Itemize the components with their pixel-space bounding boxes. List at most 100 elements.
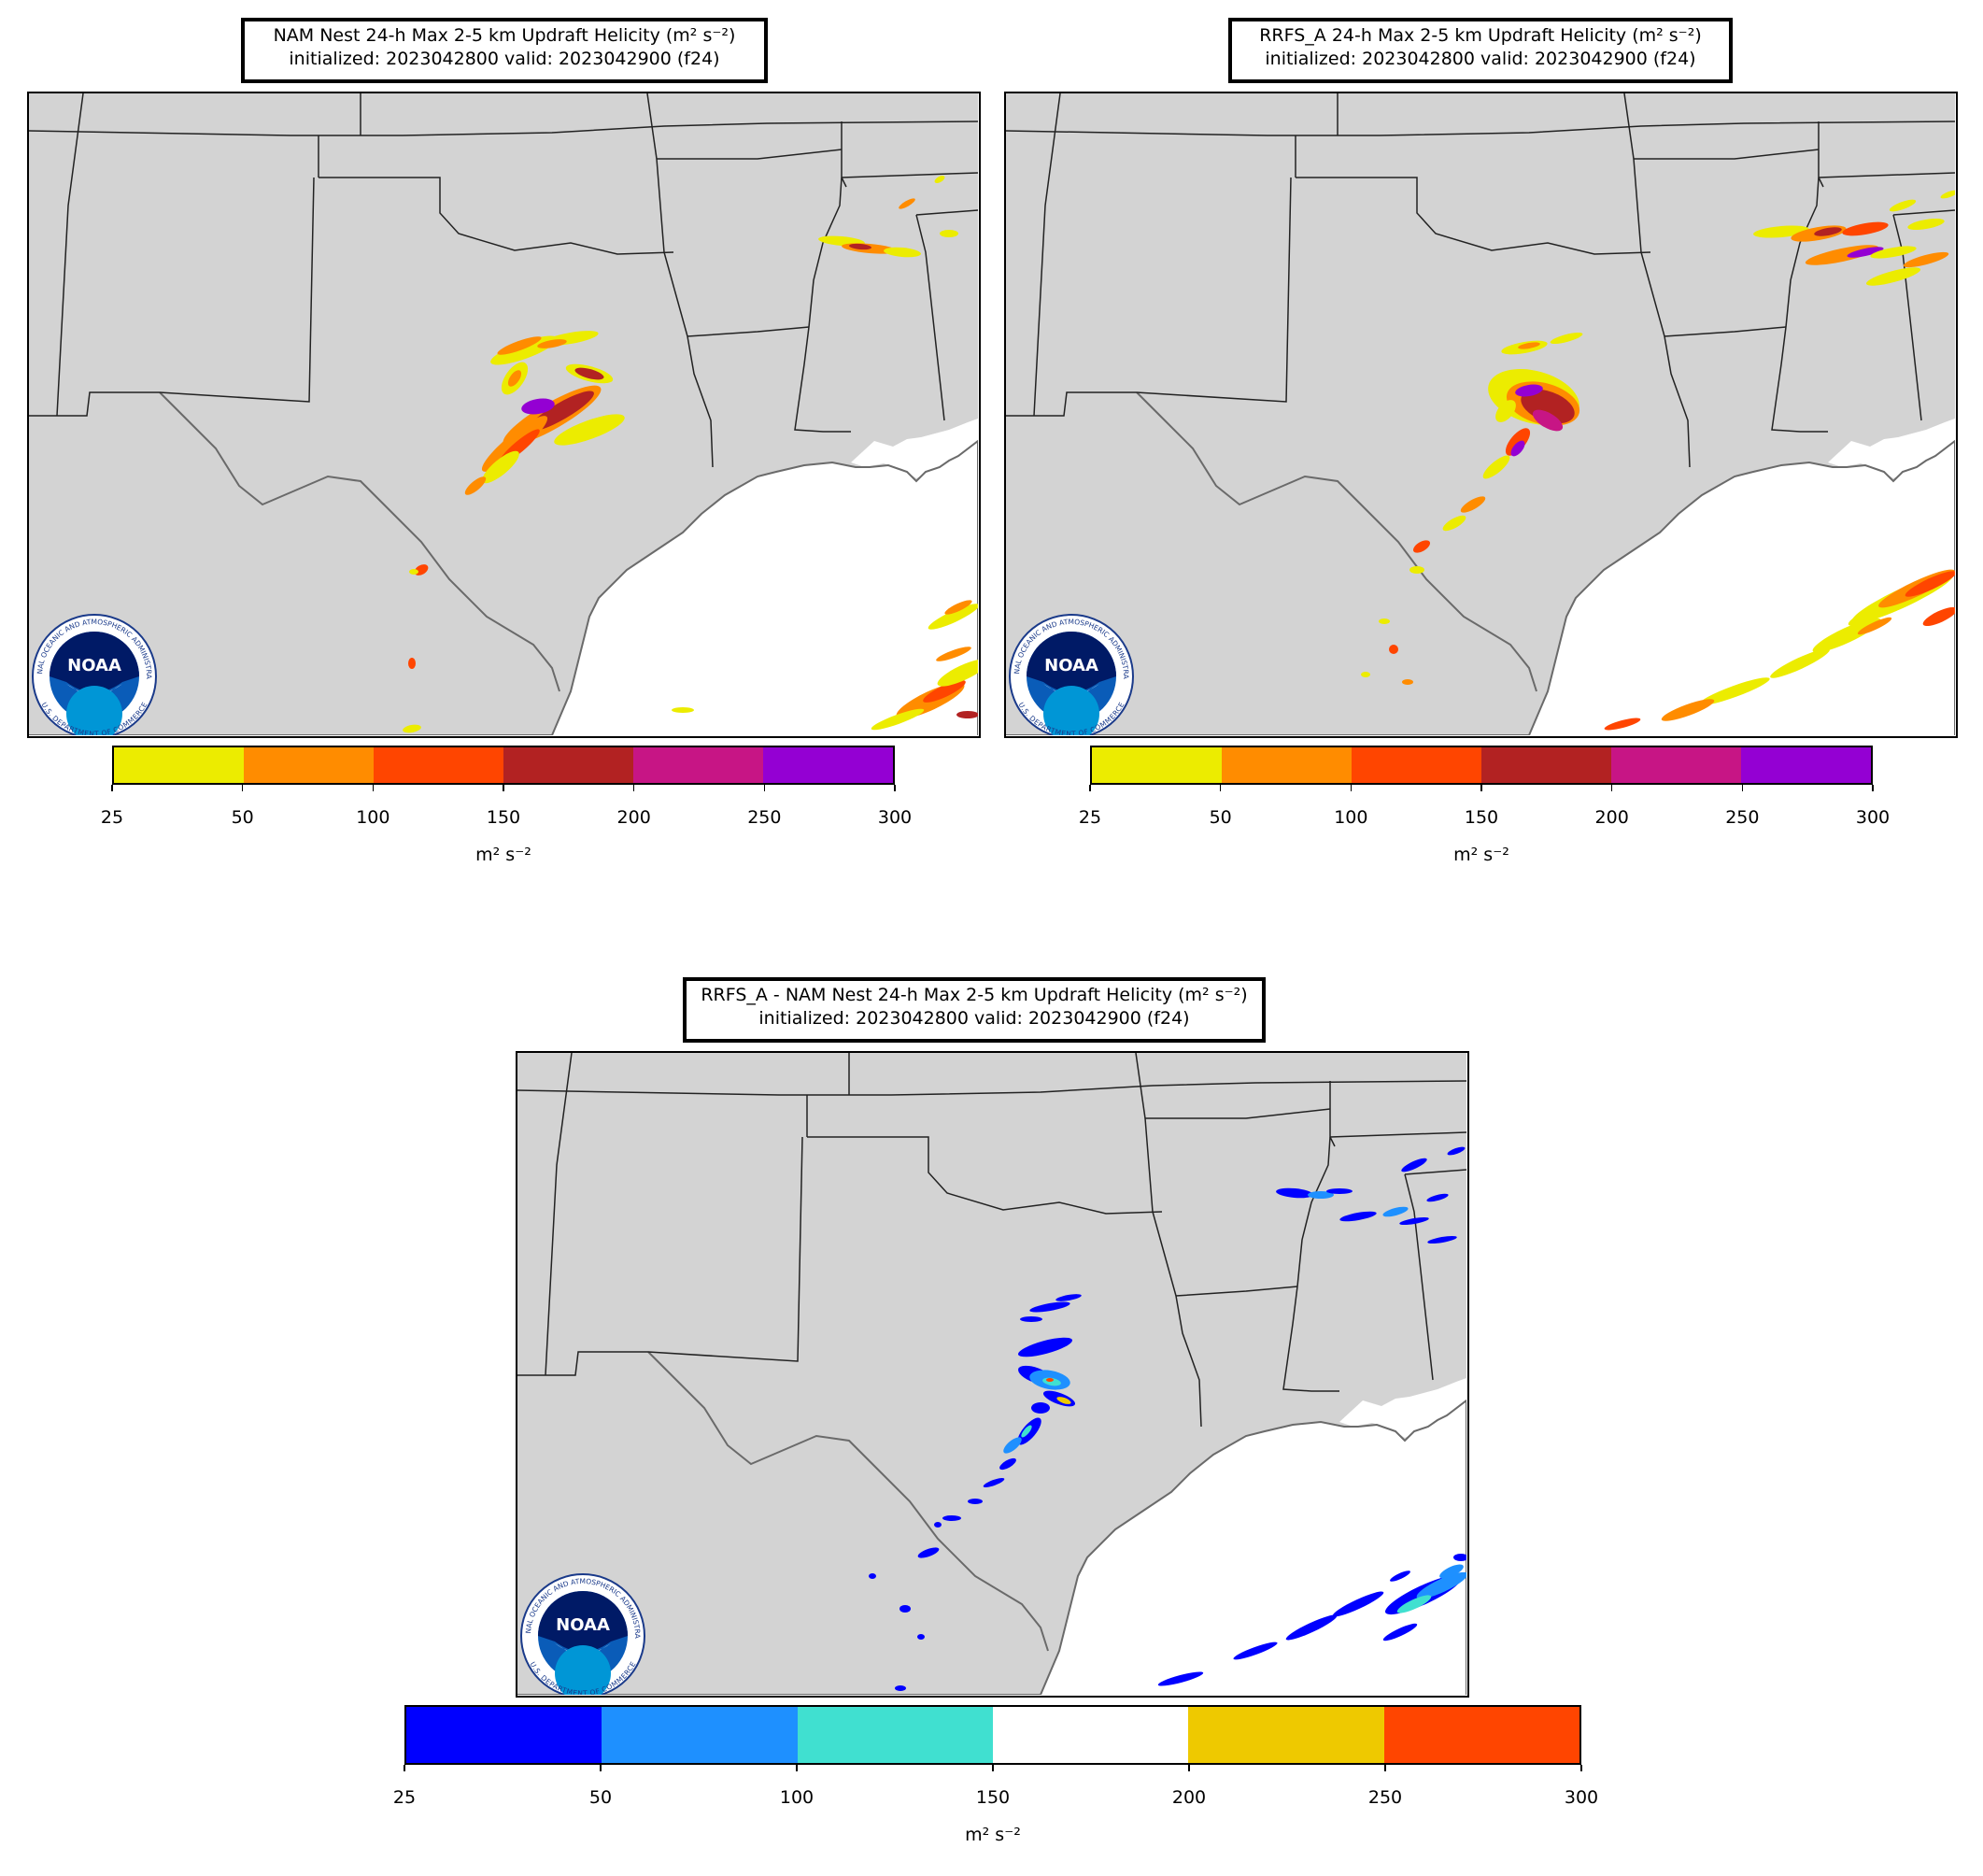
uh-swath xyxy=(1847,247,1884,258)
mexico-border xyxy=(1136,391,1537,692)
uh-swath xyxy=(928,604,978,630)
uh-difference-swath xyxy=(934,1522,942,1528)
panel-diff-colorbar xyxy=(404,1705,1581,1765)
uh-difference-swath xyxy=(1020,1316,1042,1322)
coastline xyxy=(517,1399,1466,1695)
uh-swath xyxy=(1699,677,1770,705)
uh-difference-swath xyxy=(983,1478,1005,1487)
panel-rrfs-title-line1: RRFS_A 24-h Max 2-5 km Updraft Helicity … xyxy=(1259,25,1702,46)
colorbar-tick-label: 250 xyxy=(747,807,782,828)
uh-difference-swath xyxy=(1326,1188,1353,1194)
state-border xyxy=(1329,1131,1466,1138)
uh-difference-swath xyxy=(1453,1554,1466,1561)
uh-swath xyxy=(1505,428,1531,456)
colorbar-tickmark xyxy=(632,785,635,791)
colorbar-tick-label: 100 xyxy=(356,807,390,828)
uh-difference-swath xyxy=(942,1515,961,1521)
uh-difference-swath xyxy=(1046,1378,1054,1382)
colorbar-tickmark xyxy=(503,785,504,791)
uh-swath xyxy=(1389,645,1398,654)
uh-swath xyxy=(944,600,972,615)
uh-difference-swath xyxy=(1401,1158,1427,1172)
state-border xyxy=(687,335,714,468)
state-border xyxy=(657,149,843,160)
uh-swath xyxy=(1814,227,1842,236)
state-border xyxy=(1175,1286,1298,1297)
uh-difference-swath xyxy=(1233,1642,1278,1660)
uh-swath xyxy=(1889,199,1917,212)
colorbar-tickmark xyxy=(1219,785,1222,791)
uh-swath xyxy=(937,659,978,687)
state-border xyxy=(1404,1169,1466,1175)
uh-swath xyxy=(923,680,966,703)
colorbar-tickmark xyxy=(1872,785,1874,791)
uh-difference-swath xyxy=(1382,1623,1418,1642)
colorbar-tick-label: 50 xyxy=(231,807,254,828)
colorbar-tick-label: 200 xyxy=(616,807,651,828)
uh-swath xyxy=(1361,672,1370,677)
uh-difference-swath xyxy=(1382,1206,1409,1217)
uh-swath xyxy=(554,414,625,446)
uh-difference-swath xyxy=(1308,1191,1334,1199)
uh-swath xyxy=(884,247,921,258)
uh-swath xyxy=(1402,679,1413,685)
state-border xyxy=(1144,1117,1177,1297)
state-border xyxy=(656,158,688,337)
panel-nam-map-svg: NOAANATIONAL OCEANIC AND ATMOSPHERIC ADM… xyxy=(29,93,978,735)
colorbar-tick-label: 250 xyxy=(1725,807,1760,828)
panel-rrfs-colorbar-unit: m² s⁻² xyxy=(1453,845,1509,865)
uh-swath xyxy=(940,230,958,237)
colorbar-segment xyxy=(503,747,633,783)
state-border xyxy=(29,121,978,136)
state-border xyxy=(1296,1136,1331,1287)
colorbar-segment xyxy=(1383,1707,1579,1763)
state-border xyxy=(808,177,843,328)
state-border xyxy=(807,1136,1163,1215)
panel-diff-colorbar-unit: m² s⁻² xyxy=(965,1825,1021,1845)
colorbar-segment xyxy=(633,747,763,783)
uh-swath xyxy=(1922,606,1955,627)
colorbar-segment xyxy=(992,1707,1189,1763)
panel-nam-title-line1: NAM Nest 24-h Max 2-5 km Updraft Helicit… xyxy=(273,25,736,46)
colorbar-tickmark xyxy=(600,1765,602,1771)
uh-swath xyxy=(849,243,871,250)
state-border xyxy=(56,93,84,417)
uh-swath xyxy=(1903,251,1949,268)
colorbar-tick-label: 100 xyxy=(779,1787,814,1808)
uh-swath xyxy=(1812,618,1881,653)
uh-swath xyxy=(1770,648,1830,678)
colorbar-tick-label: 150 xyxy=(486,807,521,828)
gulf-of-mexico xyxy=(1006,441,1955,735)
uh-swath xyxy=(1510,440,1525,457)
colorbar-segment xyxy=(1481,747,1611,783)
panel-diff-map: NOAANATIONAL OCEANIC AND ATMOSPHERIC ADM… xyxy=(516,1051,1469,1698)
uh-difference-swath xyxy=(1396,1595,1432,1613)
colorbar-tickmark xyxy=(111,785,113,791)
uh-difference-swath xyxy=(1399,1216,1429,1226)
uh-difference-swath xyxy=(869,1573,876,1579)
uh-swath xyxy=(490,335,558,365)
state-border xyxy=(1006,177,1292,417)
state-border xyxy=(1633,158,1665,337)
uh-difference-swath xyxy=(968,1499,983,1504)
uh-difference-swath xyxy=(1416,1571,1466,1599)
uh-swath xyxy=(574,367,604,380)
uh-swath xyxy=(1857,617,1892,635)
colorbar-tickmark xyxy=(1350,785,1353,791)
uh-difference-swath xyxy=(1055,1294,1082,1301)
panel-nam-title-line2: initialized: 2023042800 valid: 202304290… xyxy=(289,49,720,69)
colorbar-segment xyxy=(763,747,893,783)
uh-difference-swath xyxy=(917,1547,940,1558)
uh-difference-swath xyxy=(1021,1425,1032,1438)
colorbar-tick-label: 200 xyxy=(1594,807,1629,828)
state-border xyxy=(1145,1108,1331,1119)
uh-difference-swath xyxy=(1285,1614,1338,1641)
uh-swath xyxy=(1550,332,1583,345)
state-border xyxy=(1664,326,1787,337)
state-border xyxy=(545,1053,573,1376)
colorbar-tickmark xyxy=(1188,1765,1190,1771)
panel-rrfs-title: RRFS_A 24-h Max 2-5 km Updraft Helicity … xyxy=(1228,18,1733,83)
gulf-of-mexico xyxy=(517,1400,1466,1695)
uh-difference-swath xyxy=(1029,1301,1070,1313)
colorbar-segment xyxy=(1352,747,1481,783)
